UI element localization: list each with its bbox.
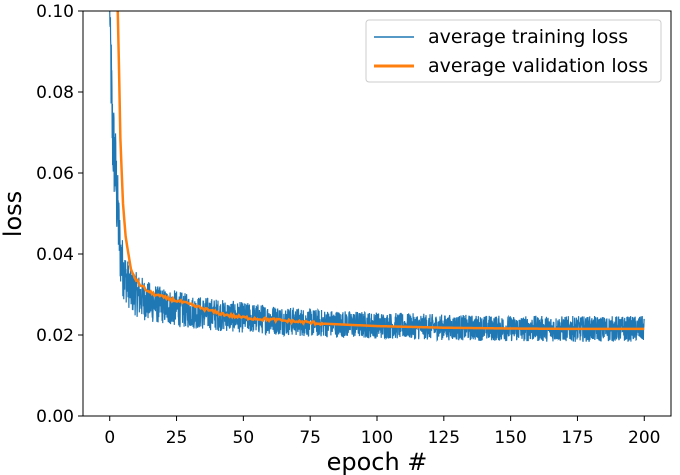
series-validation-line — [116, 11, 645, 331]
y-axis-label: loss — [0, 191, 27, 237]
y-tick-label: 0.08 — [36, 83, 74, 103]
x-tick-label: 25 — [166, 428, 188, 448]
x-tick-label: 75 — [299, 428, 321, 448]
legend-box — [365, 19, 662, 83]
x-tick-label: 0 — [104, 428, 115, 448]
y-tick-label: 0.02 — [36, 326, 74, 346]
legend-training-label: average training loss — [428, 26, 628, 48]
y-tick-label: 0.00 — [36, 407, 74, 427]
x-tick-label: 125 — [428, 428, 460, 448]
y-tick-label: 0.04 — [36, 245, 74, 265]
legend-validation-label: average validation loss — [428, 55, 648, 77]
series-group — [109, 11, 645, 342]
x-tick-label: 200 — [628, 428, 660, 448]
x-tick-label: 100 — [361, 428, 393, 448]
x-tick-label: 175 — [561, 428, 593, 448]
x-tick-label: 50 — [233, 428, 255, 448]
legend: average training loss average validation… — [365, 19, 662, 83]
axes: 0 25 50 75 100 125 150 175 200 0.00 0.02 0.04 0.06 0.… — [36, 2, 672, 448]
y-tick-label: 0.10 — [36, 2, 74, 22]
x-tick-label: 150 — [494, 428, 526, 448]
y-tick-label: 0.06 — [36, 164, 74, 184]
x-axis-label: epoch # — [327, 448, 428, 475]
plot-area — [109, 11, 645, 342]
